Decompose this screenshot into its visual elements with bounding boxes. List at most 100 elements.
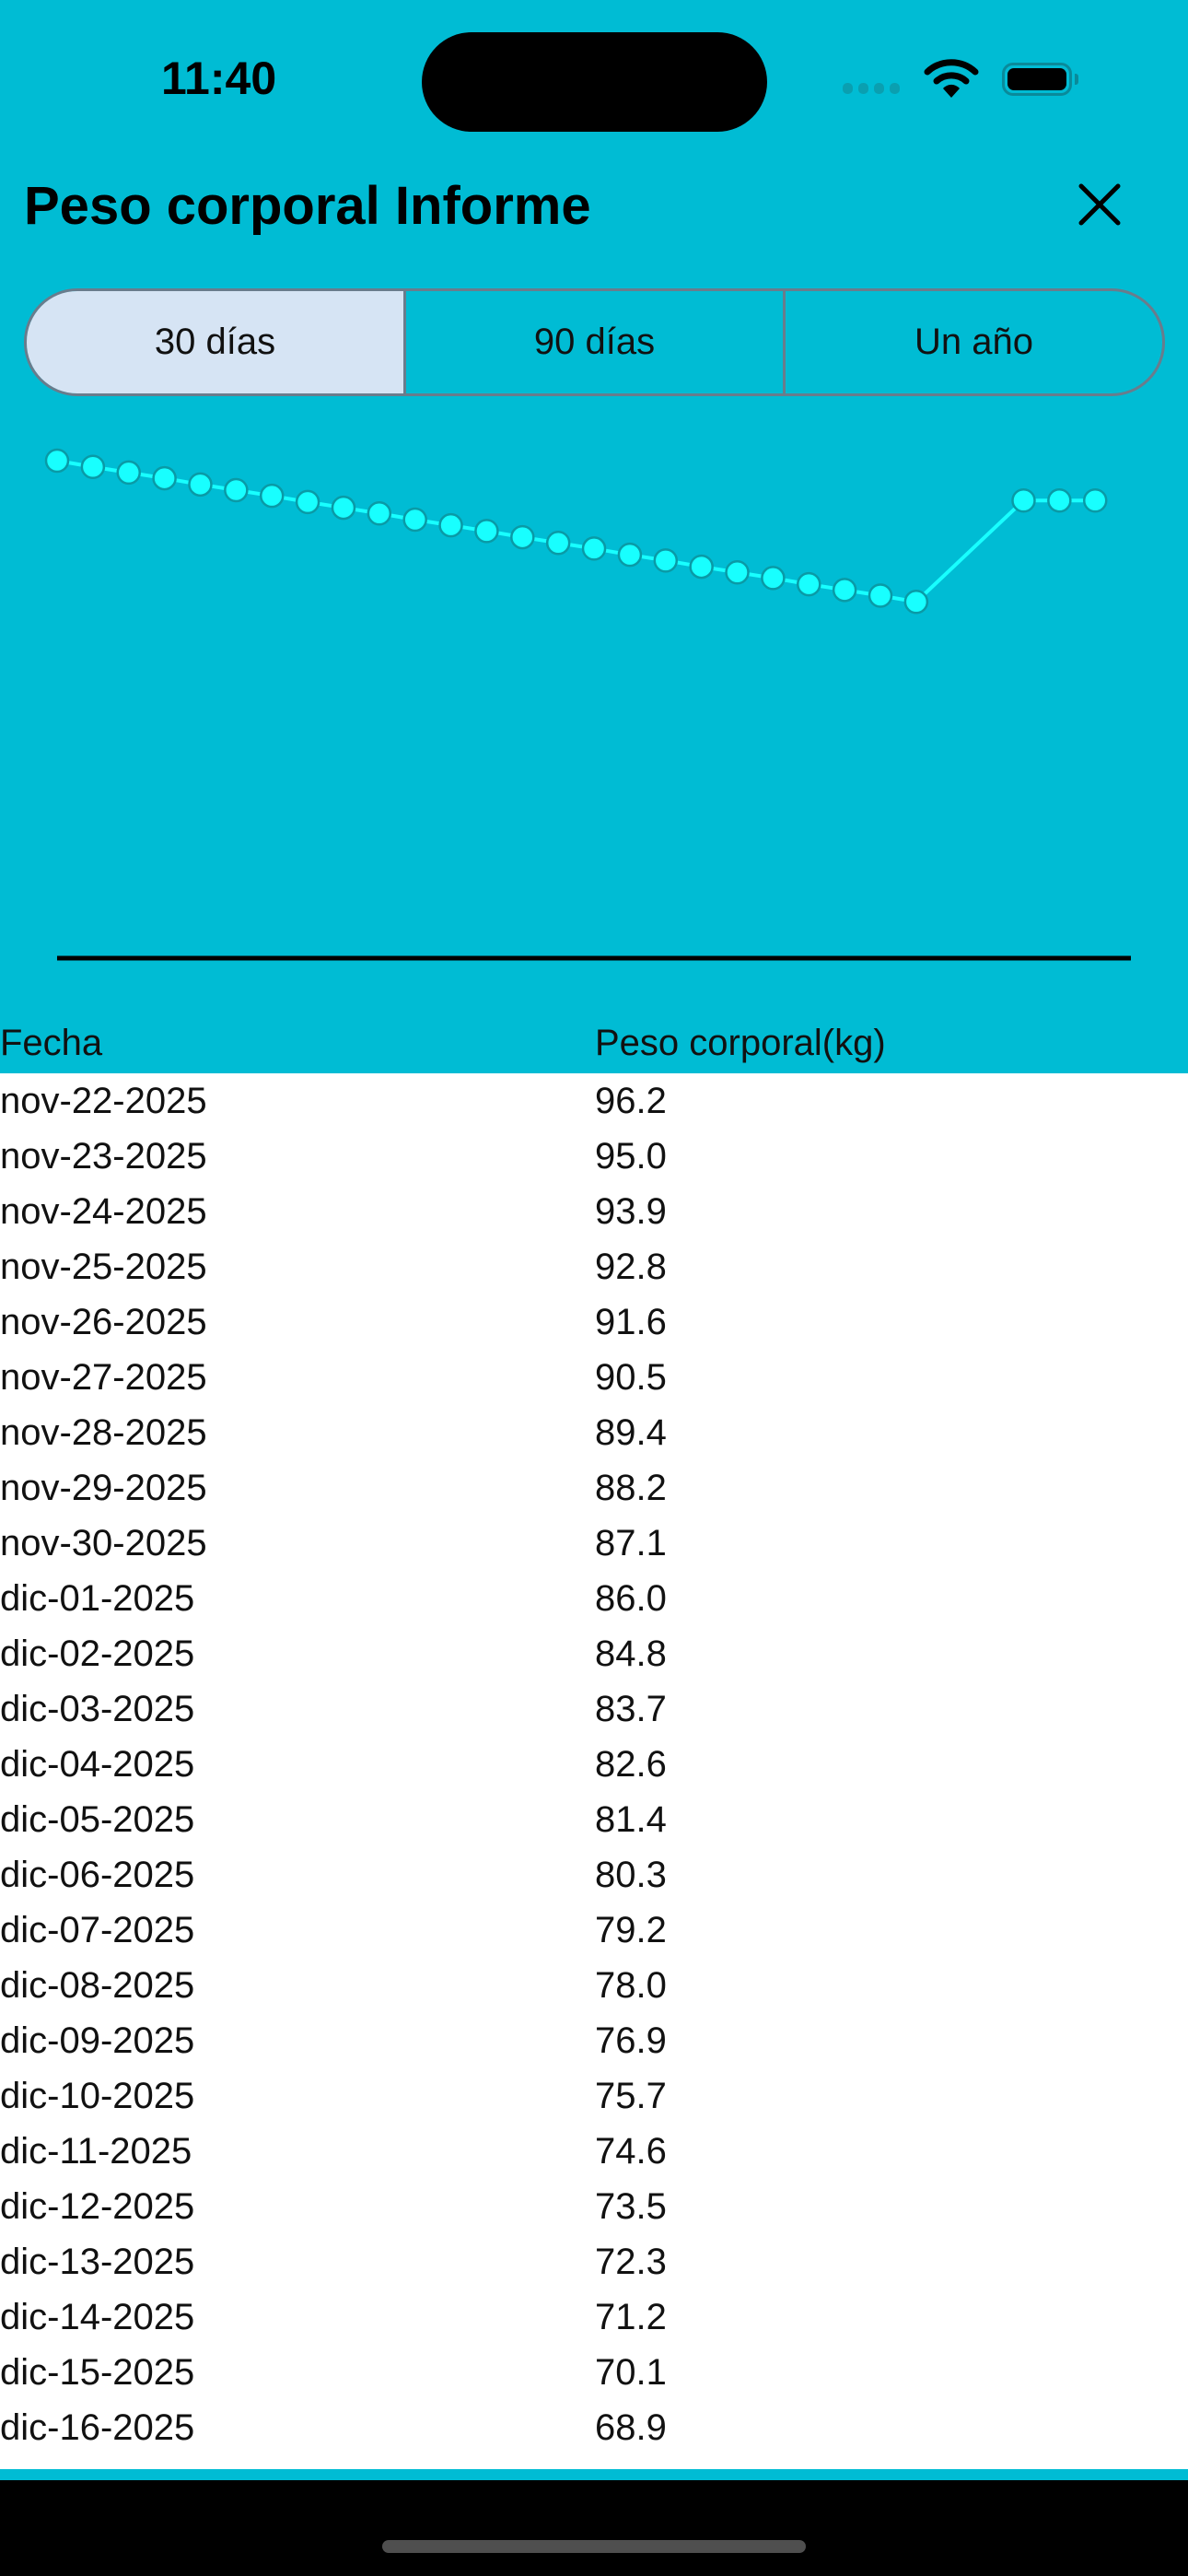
date-cell: nov-30-2025 — [0, 1523, 207, 1563]
date-cell: nov-26-2025 — [0, 1302, 207, 1342]
weight-cell: 73.5 — [595, 2186, 667, 2227]
series-line — [56, 459, 1096, 604]
weight-cell: 78.0 — [595, 1965, 667, 2006]
data-point[interactable] — [474, 519, 499, 544]
data-point[interactable] — [116, 460, 141, 486]
data-point[interactable] — [80, 454, 106, 479]
data-point[interactable] — [188, 472, 213, 498]
data-point[interactable] — [438, 512, 463, 538]
weight-cell: 84.8 — [595, 1633, 667, 1674]
data-point[interactable] — [331, 495, 356, 521]
data-point[interactable] — [581, 536, 607, 561]
wifi-icon — [924, 59, 979, 98]
date-cell: dic-12-2025 — [0, 2186, 195, 2227]
date-cell: nov-24-2025 — [0, 1191, 207, 1232]
data-point[interactable] — [689, 554, 714, 580]
weight-table: nov-22-2025 96.2 nov-23-2025 95.0 nov-24-202… — [0, 1073, 1188, 2469]
date-cell: nov-27-2025 — [0, 1357, 207, 1398]
date-cell: dic-05-2025 — [0, 1799, 195, 1840]
table-row: nov-23-2025 95.0 — [0, 1129, 1188, 1184]
table-row: dic-06-2025 80.3 — [0, 1847, 1188, 1903]
status-time: 11:40 — [161, 53, 277, 104]
table-row: nov-22-2025 96.2 — [0, 1073, 1188, 1129]
range-segmented-control: 30 días 90 días Un año — [24, 288, 1165, 396]
data-point[interactable] — [1082, 487, 1108, 513]
table-row: dic-13-2025 72.3 — [0, 2234, 1188, 2289]
table-row: dic-04-2025 82.6 — [0, 1737, 1188, 1792]
weight-cell: 86.0 — [595, 1578, 667, 1619]
weight-cell: 70.1 — [595, 2352, 667, 2393]
date-cell: nov-22-2025 — [0, 1081, 207, 1121]
data-point[interactable] — [44, 448, 70, 474]
data-point[interactable] — [259, 483, 285, 509]
date-cell: dic-16-2025 — [0, 2407, 195, 2448]
table-row: nov-25-2025 92.8 — [0, 1239, 1188, 1294]
table-row: dic-05-2025 81.4 — [0, 1792, 1188, 1847]
date-cell: dic-06-2025 — [0, 1855, 195, 1895]
weight-cell: 71.2 — [595, 2297, 667, 2337]
weight-cell: 68.9 — [595, 2407, 667, 2448]
column-header-fecha: Fecha — [0, 1023, 103, 1063]
data-point[interactable] — [868, 583, 893, 608]
tab-un-ano[interactable]: Un año — [914, 322, 1033, 362]
weight-cell: 95.0 — [595, 1136, 667, 1177]
data-point[interactable] — [367, 501, 392, 526]
table-row: nov-27-2025 90.5 — [0, 1350, 1188, 1405]
date-cell: dic-08-2025 — [0, 1965, 195, 2006]
data-point[interactable] — [402, 507, 427, 533]
data-point[interactable] — [653, 548, 679, 573]
table-row: dic-09-2025 76.9 — [0, 2013, 1188, 2068]
table-row: nov-29-2025 88.2 — [0, 1460, 1188, 1516]
data-point[interactable] — [295, 489, 320, 515]
weight-cell: 74.6 — [595, 2131, 667, 2172]
date-cell: dic-02-2025 — [0, 1633, 195, 1674]
weight-cell: 90.5 — [595, 1357, 667, 1398]
weight-cell: 83.7 — [595, 1689, 667, 1729]
date-cell: dic-09-2025 — [0, 2020, 195, 2061]
tab-90-dias[interactable]: 90 días — [406, 291, 786, 393]
table-row: nov-30-2025 87.1 — [0, 1516, 1188, 1571]
data-point[interactable] — [1047, 487, 1072, 513]
data-point[interactable] — [725, 559, 750, 585]
weight-cell: 96.2 — [595, 1081, 667, 1121]
table-row: dic-08-2025 78.0 — [0, 1958, 1188, 2013]
date-cell: dic-13-2025 — [0, 2242, 195, 2282]
data-point[interactable] — [224, 477, 249, 503]
table-row: nov-24-2025 93.9 — [0, 1184, 1188, 1239]
data-point[interactable] — [510, 524, 535, 550]
date-cell: dic-07-2025 — [0, 1910, 195, 1950]
table-row: dic-14-2025 71.2 — [0, 2289, 1188, 2345]
weight-cell: 81.4 — [595, 1799, 667, 1840]
weight-cell: 91.6 — [595, 1302, 667, 1342]
table-header: Fecha Peso corporal(kg) — [0, 1018, 1188, 1073]
weight-cell: 87.1 — [595, 1523, 667, 1563]
weight-cell: 93.9 — [595, 1191, 667, 1232]
table-row: dic-07-2025 79.2 — [0, 1903, 1188, 1958]
data-point[interactable] — [1011, 487, 1036, 513]
weight-cell: 82.6 — [595, 1744, 667, 1785]
data-point[interactable] — [545, 531, 571, 556]
data-point[interactable] — [903, 589, 929, 615]
table-row: dic-01-2025 86.0 — [0, 1571, 1188, 1626]
data-point[interactable] — [761, 566, 786, 591]
weight-cell: 75.7 — [595, 2076, 667, 2116]
table-row: dic-10-2025 75.7 — [0, 2068, 1188, 2124]
date-cell: nov-28-2025 — [0, 1412, 207, 1453]
table-row: dic-03-2025 83.7 — [0, 1681, 1188, 1737]
battery-icon — [1002, 63, 1072, 96]
dynamic-island — [422, 32, 767, 132]
cellular-signal-icon — [843, 83, 900, 94]
weight-cell: 92.8 — [595, 1247, 667, 1287]
data-point[interactable] — [152, 465, 177, 491]
date-cell: nov-23-2025 — [0, 1136, 207, 1177]
tab-30-dias[interactable]: 30 días — [27, 291, 406, 393]
home-indicator[interactable] — [382, 2540, 806, 2553]
data-point[interactable] — [832, 578, 857, 603]
close-icon[interactable] — [1076, 181, 1124, 228]
data-point[interactable] — [617, 542, 643, 568]
table-row: nov-26-2025 91.6 — [0, 1294, 1188, 1350]
table-row: nov-28-2025 89.4 — [0, 1405, 1188, 1460]
data-point[interactable] — [797, 571, 821, 597]
bottom-bar — [0, 2480, 1188, 2576]
weight-cell: 80.3 — [595, 1855, 667, 1895]
